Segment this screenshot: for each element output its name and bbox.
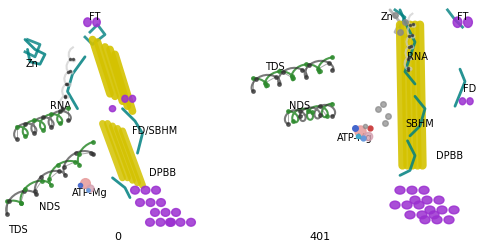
Ellipse shape [444,216,454,224]
Ellipse shape [136,199,144,206]
Ellipse shape [146,199,155,206]
Text: SBHM: SBHM [406,119,434,128]
Ellipse shape [425,206,435,214]
Ellipse shape [176,218,185,226]
Ellipse shape [92,18,100,27]
Ellipse shape [419,186,429,194]
Ellipse shape [390,201,400,209]
Ellipse shape [449,206,459,214]
Ellipse shape [186,218,196,226]
Ellipse shape [407,186,417,194]
Text: ATP-Mg: ATP-Mg [337,133,373,143]
Text: DPBB: DPBB [149,168,176,178]
Text: Zn: Zn [26,59,39,69]
Ellipse shape [166,218,175,226]
Text: NDS: NDS [40,203,60,212]
Ellipse shape [437,206,447,214]
Ellipse shape [130,95,136,102]
Ellipse shape [453,17,462,27]
Text: 0: 0 [114,232,121,242]
Ellipse shape [150,208,160,216]
Text: ATP-Mg: ATP-Mg [72,188,108,198]
Ellipse shape [395,186,405,194]
Ellipse shape [156,218,165,226]
Text: NDS: NDS [290,101,310,111]
Ellipse shape [146,218,154,226]
Ellipse shape [434,196,444,204]
Text: FT: FT [90,12,101,22]
Ellipse shape [414,201,424,209]
Ellipse shape [429,211,439,219]
Text: FT: FT [457,12,468,22]
Text: TDS: TDS [265,62,285,72]
Ellipse shape [422,196,432,204]
Ellipse shape [161,208,170,216]
Text: TDS: TDS [8,225,28,235]
Ellipse shape [464,17,472,27]
Ellipse shape [460,98,466,105]
Text: RNA: RNA [407,52,428,62]
Text: FD/SBHM: FD/SBHM [132,126,178,136]
Ellipse shape [84,18,91,27]
Ellipse shape [130,186,140,194]
Ellipse shape [110,106,116,112]
Ellipse shape [417,211,427,219]
Ellipse shape [410,196,420,204]
Ellipse shape [420,216,430,224]
Ellipse shape [432,216,442,224]
Ellipse shape [152,186,160,194]
Ellipse shape [172,208,180,216]
Ellipse shape [405,211,415,219]
Ellipse shape [156,199,166,206]
Text: DPBB: DPBB [436,151,464,161]
Text: FD: FD [464,84,476,94]
Text: RNA: RNA [50,101,70,111]
Ellipse shape [141,186,150,194]
Text: 401: 401 [310,232,330,242]
Text: Zn: Zn [381,12,394,22]
Ellipse shape [402,201,412,209]
Ellipse shape [166,218,174,226]
Ellipse shape [467,98,473,105]
Ellipse shape [122,95,128,102]
